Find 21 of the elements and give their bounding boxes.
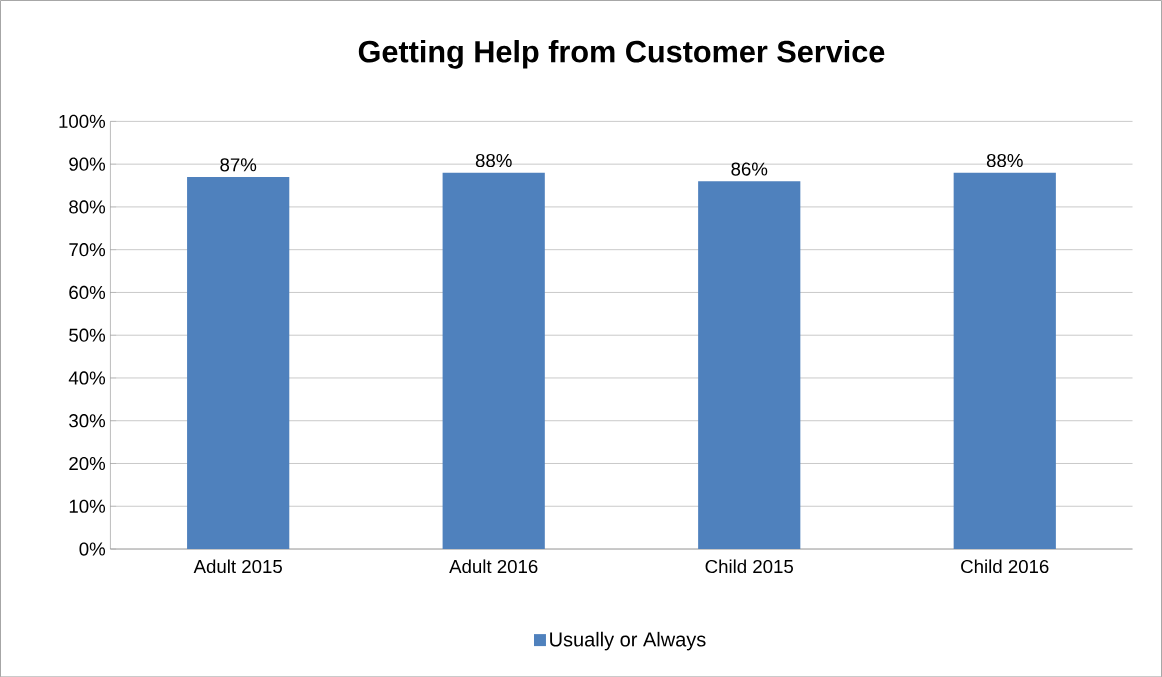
- data-label: 86%: [731, 162, 768, 176]
- y-tick-label: 30%: [69, 413, 106, 428]
- x-tick-label: Adult 2015: [193, 559, 282, 573]
- y-tick-label: 40%: [68, 371, 106, 385]
- y-tick-label: 50%: [69, 328, 106, 342]
- x-tick-label: Child 2016: [961, 559, 1049, 573]
- data-label: 87%: [220, 157, 257, 172]
- x-tick-label: Adult 2016: [449, 559, 538, 573]
- legend-label: Usually or Always: [550, 631, 706, 651]
- y-tick-label: 70%: [69, 242, 106, 257]
- y-tick-label: 80%: [69, 200, 106, 214]
- y-tick-label: 20%: [69, 456, 106, 470]
- y-tick-label: 10%: [69, 499, 106, 513]
- y-tick-label: 60%: [69, 285, 106, 299]
- y-tick-label: 100%: [59, 114, 106, 128]
- data-label: 88%: [986, 153, 1023, 167]
- x-tick-label: Child 2015: [705, 559, 793, 573]
- chart-title: Getting Help from Customer Service: [358, 39, 885, 69]
- y-tick-label: 90%: [69, 157, 106, 171]
- data-label: 88%: [475, 153, 512, 167]
- y-tick-label: 0%: [79, 542, 106, 556]
